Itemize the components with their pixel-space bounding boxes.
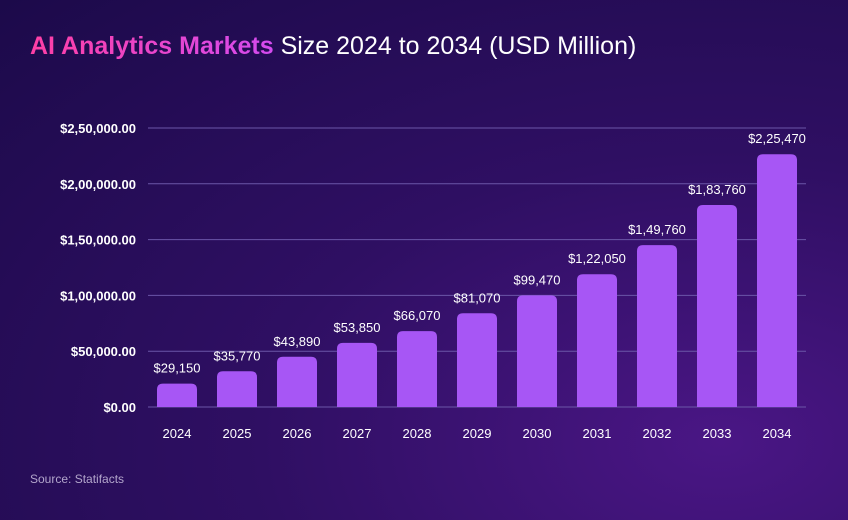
x-tick-label: 2033 (703, 426, 732, 441)
data-label: $53,850 (334, 320, 381, 335)
data-label: $1,83,760 (688, 182, 746, 197)
y-tick-label: $0.00 (103, 400, 136, 415)
data-label: $1,49,760 (628, 222, 686, 237)
y-tick-label: $50,000.00 (71, 344, 136, 359)
chart-title-rest: Size 2024 to 2034 (USD Million) (280, 32, 637, 60)
bar-2034 (757, 154, 797, 407)
x-tick-label: 2034 (763, 426, 792, 441)
x-tick-label: 2032 (643, 426, 672, 441)
bar-2032 (637, 245, 677, 407)
bar-2026 (277, 356, 317, 407)
x-tick-label: 2027 (343, 426, 372, 441)
x-tick-label: 2024 (163, 426, 192, 441)
x-tick-label: 2026 (283, 426, 312, 441)
y-tick-label: $2,50,000.00 (60, 121, 136, 136)
bar-2028 (397, 331, 437, 407)
data-label: $81,070 (454, 290, 501, 305)
x-tick-label: 2029 (463, 426, 492, 441)
bar-2025 (217, 371, 257, 407)
bar-2031 (577, 274, 617, 407)
chart-title: AI Analytics Markets Size 2024 to 2034 (… (30, 32, 636, 61)
data-label: $66,070 (394, 308, 441, 323)
bar-2033 (697, 205, 737, 407)
bar-2027 (337, 342, 377, 407)
chart-title-highlight: AI Analytics Markets (30, 32, 274, 60)
data-label: $29,150 (154, 361, 201, 376)
x-tick-label: 2025 (223, 426, 252, 441)
x-tick-label: 2028 (403, 426, 432, 441)
y-tick-label: $2,00,000.00 (60, 177, 136, 192)
bar-2029 (457, 313, 497, 407)
data-label: $1,22,050 (568, 251, 626, 266)
data-label: $35,770 (214, 348, 261, 363)
x-tick-label: 2031 (583, 426, 612, 441)
data-label: $43,890 (274, 334, 321, 349)
bar-2030 (517, 295, 557, 407)
x-tick-label: 2030 (523, 426, 552, 441)
bar-2024 (157, 383, 197, 407)
data-label: $2,25,470 (748, 131, 806, 146)
y-tick-label: $1,50,000.00 (60, 233, 136, 248)
source-note: Source: Statifacts (30, 472, 125, 486)
y-tick-label: $1,00,000.00 (60, 288, 136, 303)
data-label: $99,470 (514, 272, 561, 287)
